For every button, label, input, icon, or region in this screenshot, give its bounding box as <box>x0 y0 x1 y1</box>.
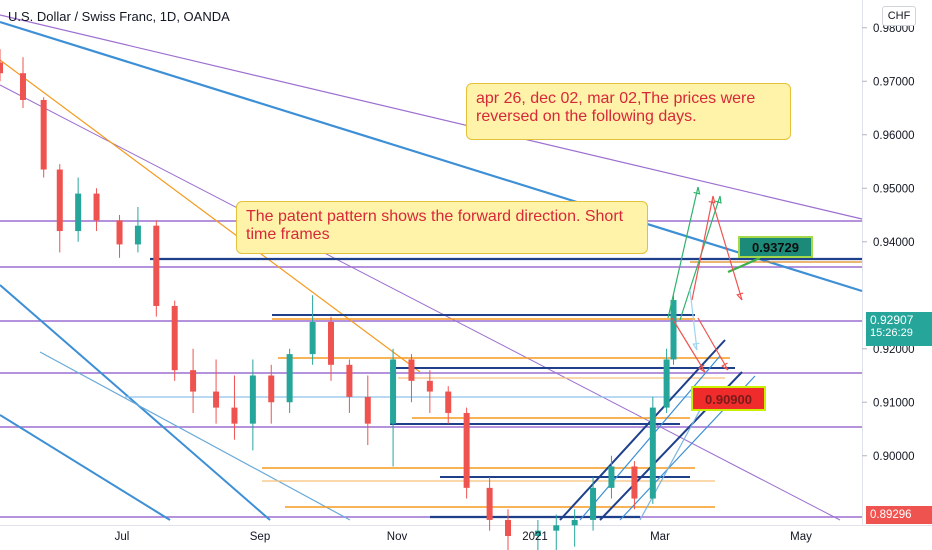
time-axis[interactable]: Jul Sep Nov 2021 Mar May <box>115 531 812 543</box>
projection-arrow-down <box>698 318 728 370</box>
y-tick-label: 0.95000 <box>873 183 915 195</box>
candle-body <box>365 397 371 424</box>
bar-countdown: 15:26:29 <box>870 327 928 339</box>
candle-body <box>553 525 559 530</box>
trend-line <box>0 85 840 520</box>
support-price-label[interactable]: 0.90900 <box>691 386 766 411</box>
candle-body <box>408 359 414 380</box>
target-price-label[interactable]: 0.93729 <box>738 236 813 258</box>
candle-body <box>20 73 26 100</box>
chart-title: U.S. Dollar / Swiss Franc, 1D, OANDA <box>8 9 230 24</box>
annotation-note-mid[interactable]: The patent pattern shows the forward dir… <box>236 201 648 254</box>
currency-button[interactable]: CHF <box>882 6 916 26</box>
annotation-note-top[interactable]: apr 26, dec 02, mar 02,The prices were r… <box>466 83 791 140</box>
candle-body <box>572 520 578 525</box>
candle-body <box>135 226 141 245</box>
candle-body <box>346 365 352 397</box>
candle-body <box>213 392 219 408</box>
candle-body <box>671 300 677 359</box>
candle-body <box>427 381 433 392</box>
candle-body <box>287 354 293 402</box>
candle-body <box>231 408 237 424</box>
candle-body <box>190 370 196 391</box>
y-tick-label: 0.90000 <box>873 451 915 463</box>
candle-body <box>650 408 656 499</box>
y-tick-label: 0.91000 <box>873 397 915 409</box>
candle-body <box>664 359 670 407</box>
projection-arrows <box>668 187 743 372</box>
x-tick-label: 2021 <box>522 531 548 543</box>
current-price-tag: 0.92907 15:26:29 <box>866 312 932 346</box>
candle-body <box>153 226 159 306</box>
candle-body <box>75 194 81 231</box>
candle-body <box>590 488 596 520</box>
candle-body <box>57 170 63 232</box>
candle-body <box>631 466 637 498</box>
candle-body <box>390 359 396 423</box>
trend-line <box>0 415 170 520</box>
candle-body <box>41 100 47 170</box>
candle-body <box>250 376 256 424</box>
projection-arrow-up <box>715 196 721 203</box>
candle-body <box>505 520 511 536</box>
projection-arrow <box>690 290 697 350</box>
current-price: 0.92907 <box>870 313 928 327</box>
x-tick-label: May <box>790 531 812 543</box>
y-tick-label: 0.96000 <box>873 130 915 142</box>
candle-body <box>445 392 451 413</box>
lower-marker-tag: 0.89296 <box>866 506 932 524</box>
projection-arrow-down <box>692 196 713 300</box>
price-scale[interactable]: 0.980000.970000.960000.950000.940000.920… <box>862 23 915 463</box>
candle-body <box>328 322 334 365</box>
candle-body <box>94 194 100 221</box>
projection-arrow-up <box>694 187 700 194</box>
projection-arrow-up <box>668 187 698 318</box>
y-tick-label: 0.97000 <box>873 76 915 88</box>
x-tick-label: Jul <box>115 531 130 543</box>
candle-body <box>608 466 614 487</box>
candle-body <box>0 63 3 74</box>
y-tick-label: 0.94000 <box>873 237 915 249</box>
candle-body <box>117 220 123 244</box>
candle-body <box>268 376 274 403</box>
projection-arrow-down <box>672 318 705 372</box>
candle-body <box>172 306 178 370</box>
candle-body <box>487 488 493 520</box>
candle-body <box>310 322 316 354</box>
x-tick-label: Sep <box>250 531 270 543</box>
x-tick-label: Nov <box>387 531 408 543</box>
candle-body <box>464 413 470 488</box>
x-tick-label: Mar <box>650 531 670 543</box>
